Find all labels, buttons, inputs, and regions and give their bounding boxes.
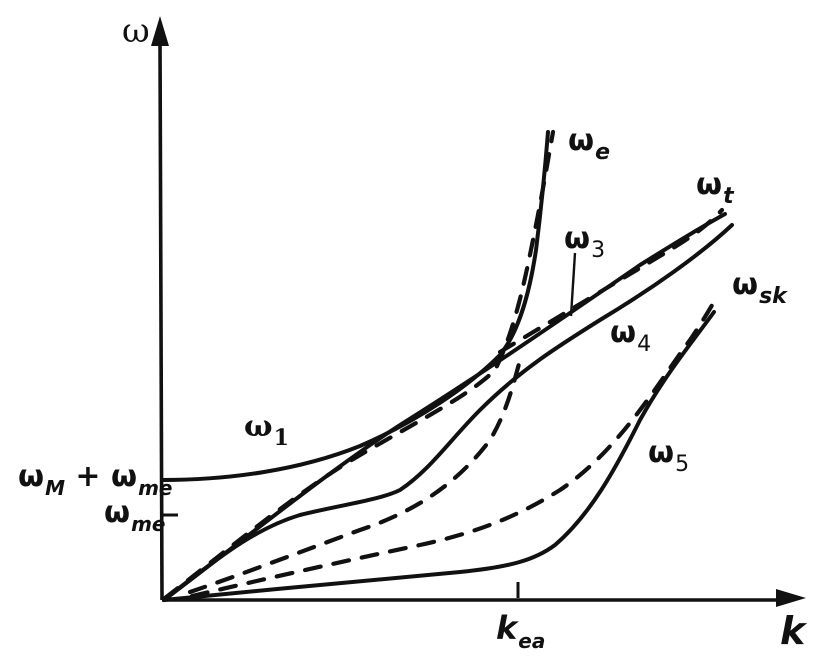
curve-label-sub: 4 xyxy=(637,332,652,357)
curve-label-wsk: ωsk xyxy=(732,267,787,308)
curve-label-wt: ωt xyxy=(696,167,734,208)
x-axis-label-text: k xyxy=(780,609,806,653)
tick-label-base: ω xyxy=(104,495,131,530)
axes xyxy=(151,16,806,607)
curve-we-lower xyxy=(187,357,523,595)
curve-label-sub: e xyxy=(595,140,610,165)
y-tick-label-wM-plus-wme: ωM + ωme xyxy=(18,459,173,499)
curve-label-base: ω xyxy=(610,315,637,350)
y-tick-label-wme: ωme xyxy=(104,495,165,535)
y-axis xyxy=(158,39,164,601)
curve-label-sub: 1 xyxy=(273,425,289,451)
curve-label-base: ω xyxy=(696,167,723,202)
y-axis-label: ω xyxy=(122,14,150,48)
tick-label-sub: M xyxy=(45,476,65,500)
curve-label-base: ω xyxy=(244,409,273,444)
curve-label-we: ωe xyxy=(568,123,610,164)
curve-label-sub: 5 xyxy=(675,452,690,477)
curve-label-base: ω xyxy=(564,221,591,256)
curve-label-w3: ω3 xyxy=(564,221,605,262)
x-axis-arrow-icon xyxy=(776,589,806,607)
curve-label-w4: ω4 xyxy=(610,315,651,356)
x-axis-label: k xyxy=(780,612,805,650)
tick-label-base: k xyxy=(496,609,518,647)
tick-label-sub: ea xyxy=(518,629,546,653)
curve-label-w1: ω1 xyxy=(244,409,289,450)
curve-label-base: ω xyxy=(648,435,675,470)
curve-label-w5: ω5 xyxy=(648,435,689,476)
curve-label-sub: t xyxy=(723,184,734,209)
tick-label-rest: + ω xyxy=(64,459,138,494)
y-axis-arrow-icon xyxy=(151,16,169,46)
x-tick-label-kea: kea xyxy=(496,609,545,651)
curve-label-base: ω xyxy=(568,123,595,158)
curve-label-sub: 3 xyxy=(591,238,606,263)
curve-label-base: ω xyxy=(732,267,759,302)
y-axis-label-text: ω xyxy=(122,11,150,51)
tick-label-base: ω xyxy=(18,459,45,494)
tick-label-sub: me xyxy=(131,512,166,536)
curve-we xyxy=(162,129,556,601)
curve-label-sub: sk xyxy=(759,284,787,309)
curve-w4 xyxy=(164,223,734,600)
curve-w1 xyxy=(160,130,550,482)
curve-wt xyxy=(497,207,725,355)
tick-label-rest-sub: me xyxy=(138,476,173,500)
curve-wsk xyxy=(189,292,721,599)
curve-w5 xyxy=(162,310,716,602)
w3-leader-line xyxy=(569,252,577,317)
curve-w3 xyxy=(162,212,727,602)
